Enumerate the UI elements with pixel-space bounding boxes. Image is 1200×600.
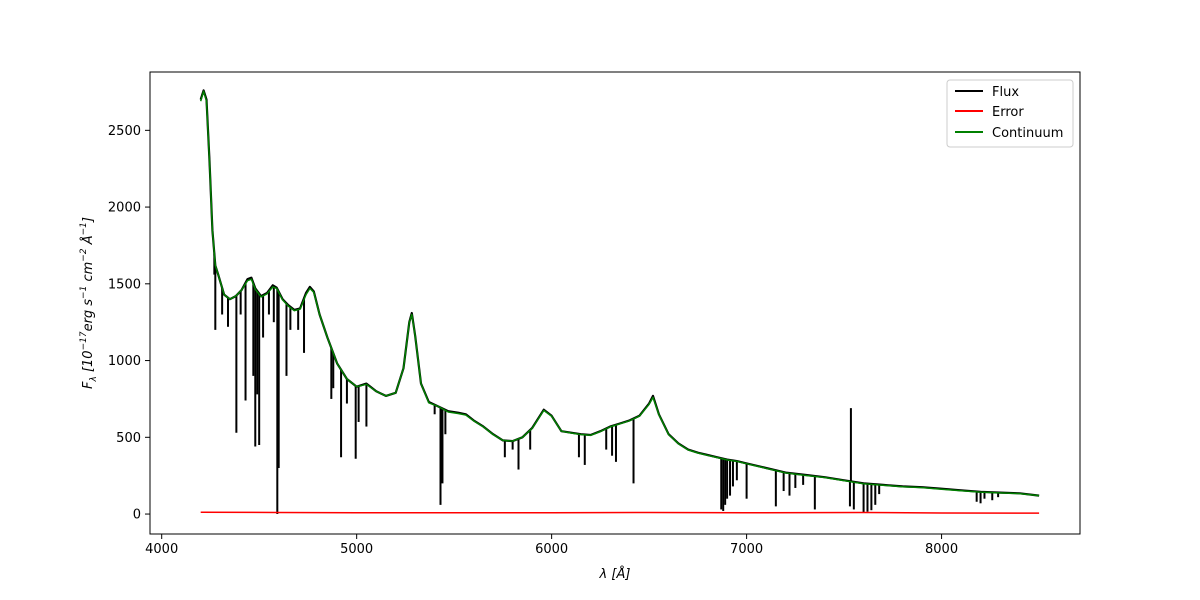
legend-label-error: Error [992,105,1024,120]
y-tick-label: 2000 [108,201,141,216]
legend-label-flux: Flux [992,85,1019,100]
legend-box [946,79,1074,148]
series-continuum-line [199,90,1040,497]
y-tick-label: 500 [116,431,141,446]
y-tick-label: 1000 [108,354,141,369]
series-layer [199,89,1040,515]
y-axis: 0 500 1000 1500 2000 2500 [108,124,150,523]
plot-frame [149,71,1081,535]
x-tick-label: 5000 [340,542,373,557]
y-tick-label: 1500 [108,277,141,292]
x-axis-label: λ [Å] [599,566,631,582]
y-tick-label: 2500 [108,124,141,139]
x-axis: 4000 5000 6000 7000 8000 [145,534,958,557]
x-tick-label: 6000 [535,542,568,557]
legend: Flux Error Continuum [946,79,1074,148]
y-tick-label: 0 [133,508,141,523]
x-tick-label: 7000 [730,542,763,557]
x-tick-label: 4000 [145,542,178,557]
y-axis-label: Fλ [10−17erg s−1 cm−2 Å−1] [79,217,99,389]
legend-label-continuum: Continuum [992,126,1063,141]
series-error-line [200,511,1040,514]
x-tick-label: 8000 [925,542,958,557]
